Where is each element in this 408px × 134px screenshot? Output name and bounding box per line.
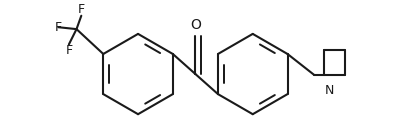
Text: F: F bbox=[55, 21, 62, 34]
Text: N: N bbox=[324, 84, 334, 97]
Text: F: F bbox=[65, 44, 73, 57]
Text: O: O bbox=[190, 18, 201, 32]
Text: F: F bbox=[78, 3, 85, 16]
